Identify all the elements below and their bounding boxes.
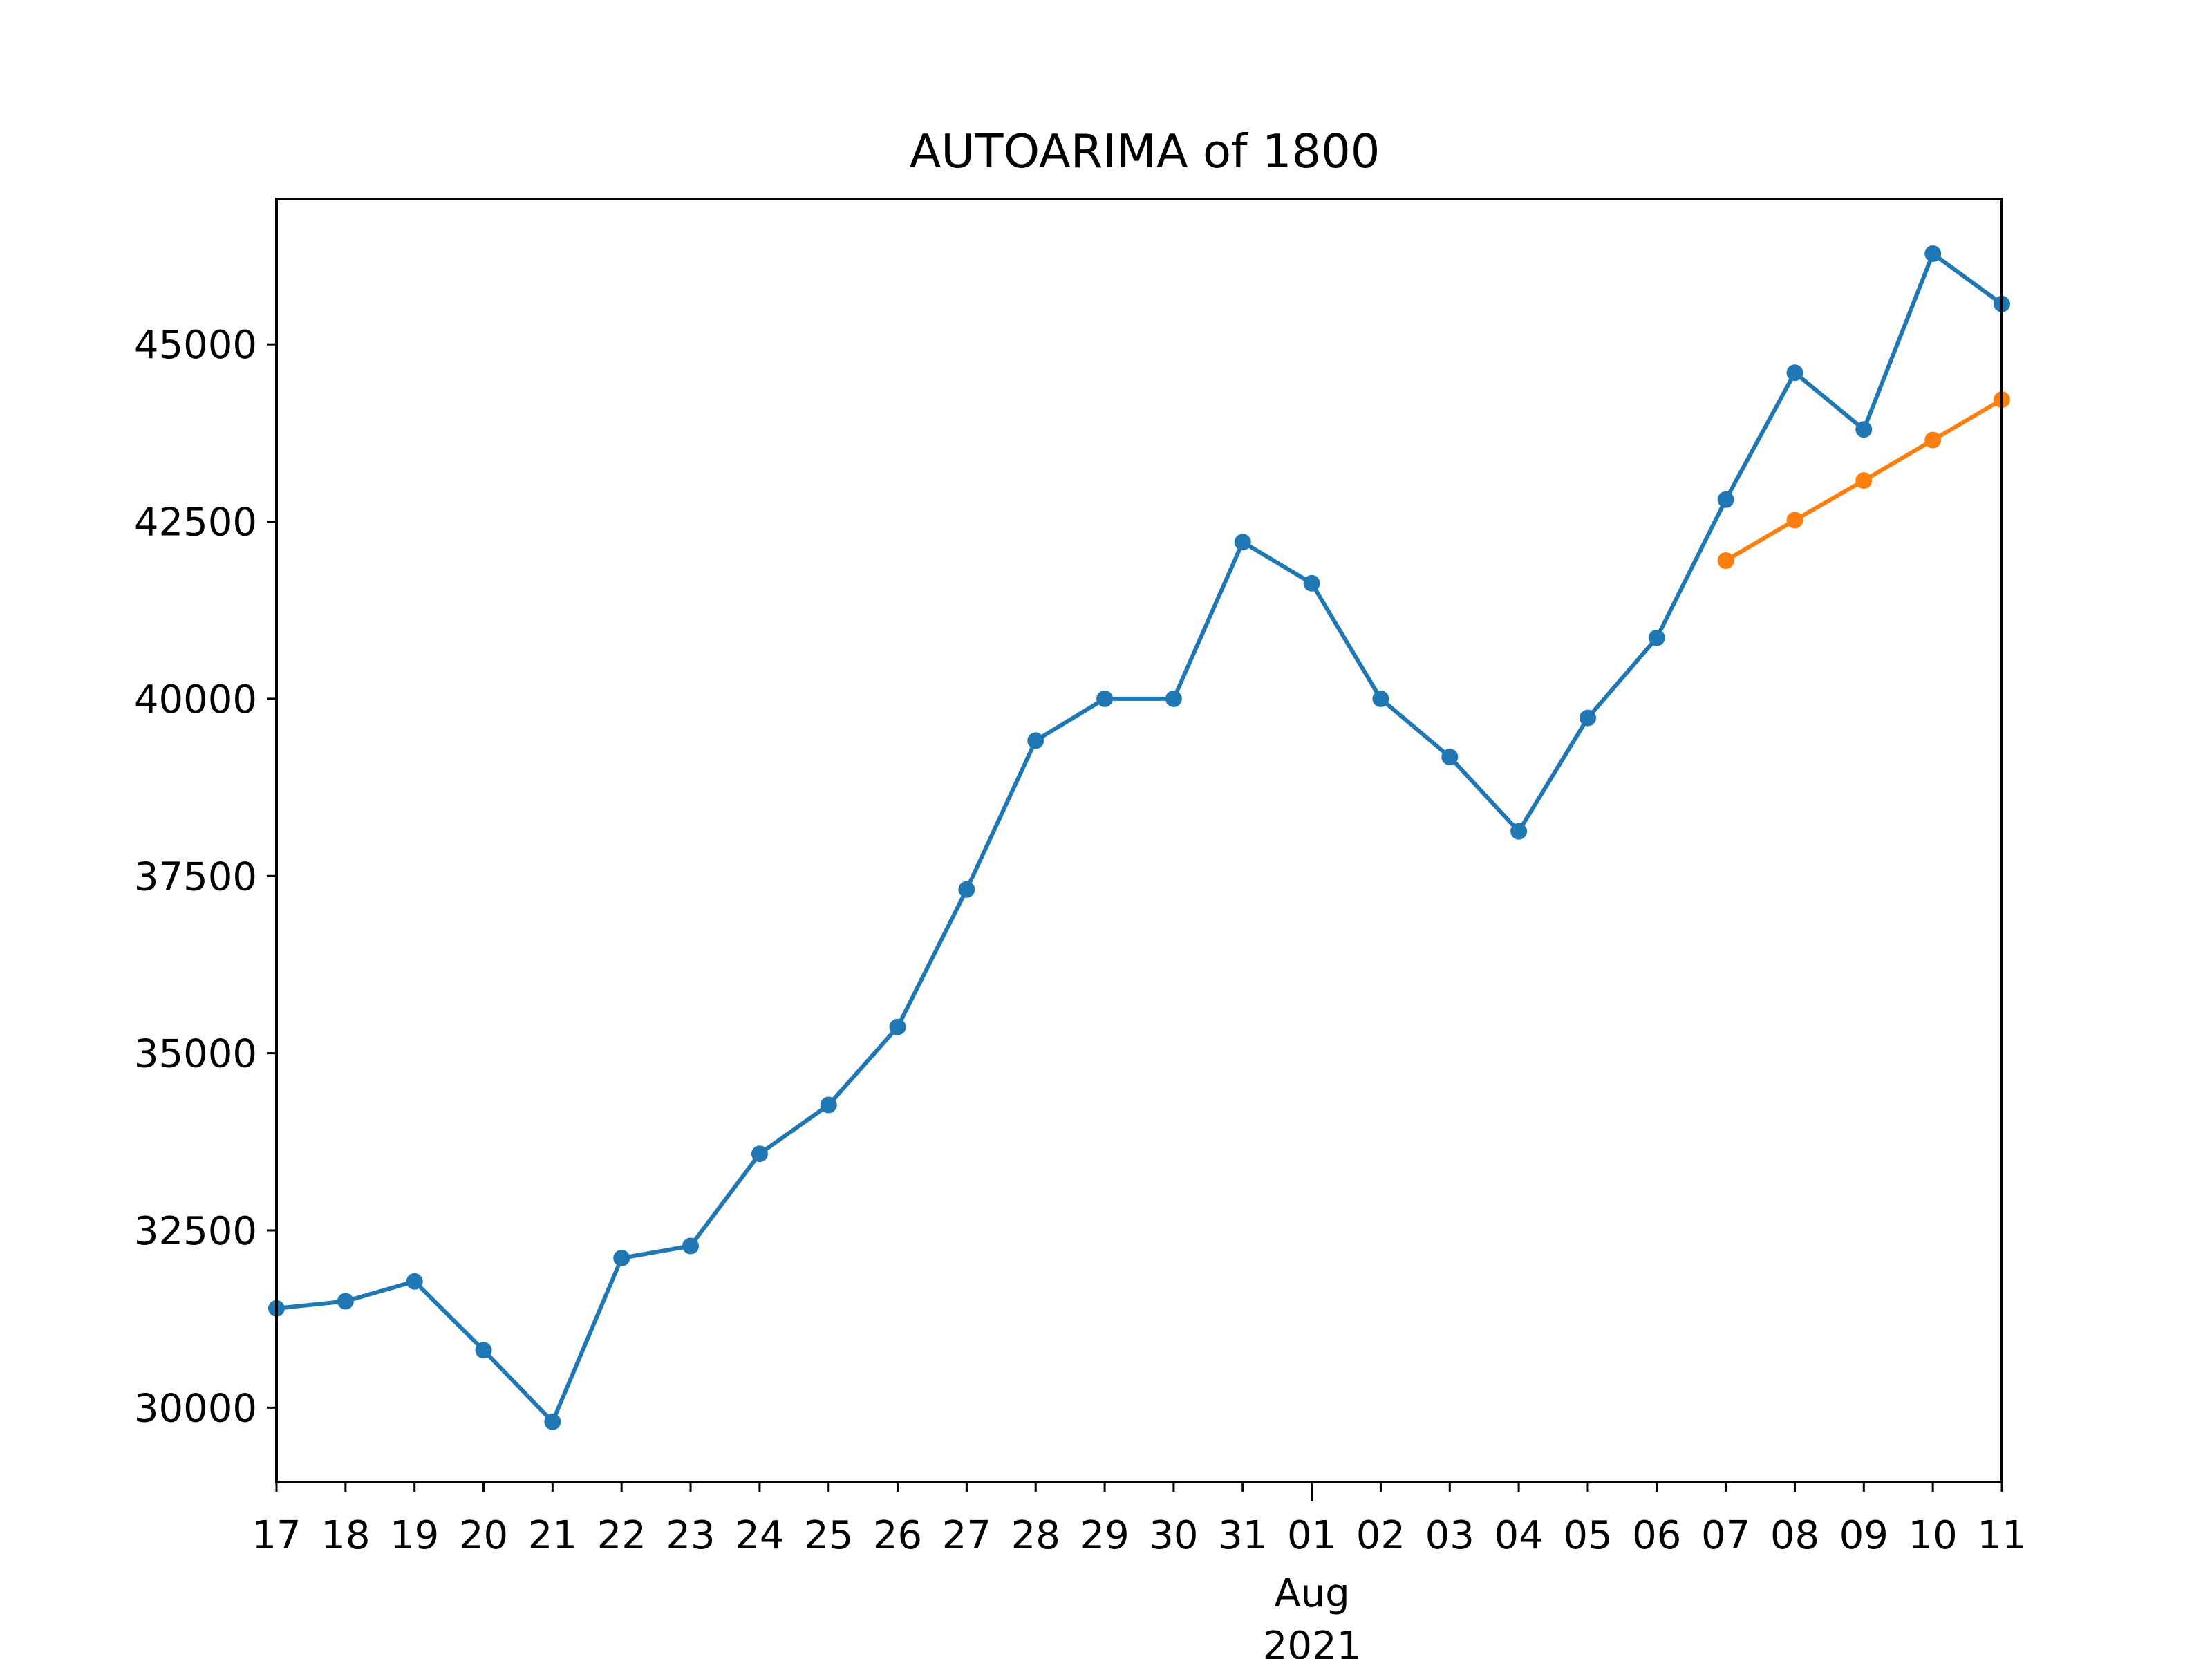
x-tick-label: 31: [1218, 1513, 1267, 1558]
x-tick-label: 27: [942, 1513, 991, 1558]
plot-frame: [275, 198, 2003, 1483]
x-tick-label: 02: [1356, 1513, 1405, 1558]
x-tick-label: 28: [1011, 1513, 1060, 1558]
series-0-point: [1510, 823, 1528, 840]
x-tick-label: 05: [1563, 1513, 1612, 1558]
y-tick-label: 45000: [134, 323, 257, 368]
series-0-point: [1580, 709, 1596, 727]
series-0-point: [406, 1273, 423, 1290]
series-0: [268, 245, 2010, 1430]
series-0-point: [337, 1293, 354, 1310]
series-0-point: [820, 1096, 837, 1114]
y-tick-label: 30000: [134, 1386, 257, 1431]
series-0-line: [276, 252, 2003, 1424]
y-tick-label: 37500: [134, 854, 257, 899]
series-0-point: [1234, 534, 1251, 551]
x-tick-label: 09: [1839, 1513, 1888, 1558]
x-tick-label: 29: [1080, 1513, 1129, 1558]
x-tick-label: 21: [528, 1513, 577, 1558]
x-axis-year-label: 2021: [1263, 1624, 1362, 1659]
x-tick-label: 10: [1909, 1513, 1958, 1558]
series-0-point: [682, 1237, 699, 1255]
series-0-point: [1372, 690, 1389, 707]
series-0-point: [1717, 491, 1734, 508]
x-tick-label: 08: [1770, 1513, 1819, 1558]
series-0-point: [1786, 364, 1803, 382]
series-0-point: [1165, 690, 1182, 707]
series-0-point: [1924, 245, 1942, 262]
series-1-point: [1786, 512, 1803, 529]
y-tick-label: 32500: [134, 1209, 257, 1254]
x-tick-label: 11: [1977, 1513, 2026, 1558]
series-0-point: [958, 881, 975, 898]
y-tick-label: 35000: [134, 1032, 257, 1077]
series-0-point: [1441, 749, 1459, 765]
y-axis: 30000 32500 35000 37500 40000 42500 45000: [134, 323, 276, 1431]
series-0-point: [1027, 732, 1044, 749]
x-tick-label: 17: [252, 1513, 301, 1558]
x-tick-label: 19: [390, 1513, 439, 1558]
chart-title: AUTOARIMA of 1800: [910, 124, 1380, 178]
series-layer: [268, 245, 2010, 1430]
x-tick-label: 03: [1425, 1513, 1474, 1558]
series-0-point: [613, 1250, 630, 1266]
x-tick-label: 22: [597, 1513, 646, 1558]
series-0-point: [1303, 574, 1320, 592]
x-tick-label: 24: [735, 1513, 784, 1558]
series-0-point: [544, 1413, 561, 1430]
x-axis: 17 18 19 20 21 22 23 24 25 26 27 28 29 30 31 01 02 03 04 05…: [252, 1482, 2027, 1558]
x-tick-label: 04: [1494, 1513, 1543, 1558]
series-0-point: [1096, 690, 1114, 707]
x-tick-label: 18: [321, 1513, 370, 1558]
series-1-point: [1717, 552, 1734, 569]
x-tick-label: 01: [1287, 1513, 1336, 1558]
x-axis-month-label: Aug: [1274, 1571, 1349, 1616]
y-tick-label: 42500: [134, 500, 257, 545]
series-0-point: [1648, 629, 1665, 646]
x-tick-label: 25: [804, 1513, 853, 1558]
series-0-point: [751, 1145, 768, 1163]
series-0-point: [475, 1342, 492, 1359]
series-0-point: [889, 1018, 906, 1035]
series-1-point: [1924, 431, 1942, 449]
x-tick-label: 20: [459, 1513, 508, 1558]
series-0-point: [1855, 421, 1873, 438]
x-tick-label: 07: [1701, 1513, 1750, 1558]
series-1-point: [1855, 472, 1873, 489]
x-tick-label: 30: [1149, 1513, 1198, 1558]
x-tick-label: 26: [873, 1513, 922, 1558]
x-tick-label: 06: [1632, 1513, 1681, 1558]
series-1: [1717, 391, 2010, 569]
x-tick-label: 23: [666, 1513, 715, 1558]
y-tick-label: 40000: [134, 677, 257, 722]
